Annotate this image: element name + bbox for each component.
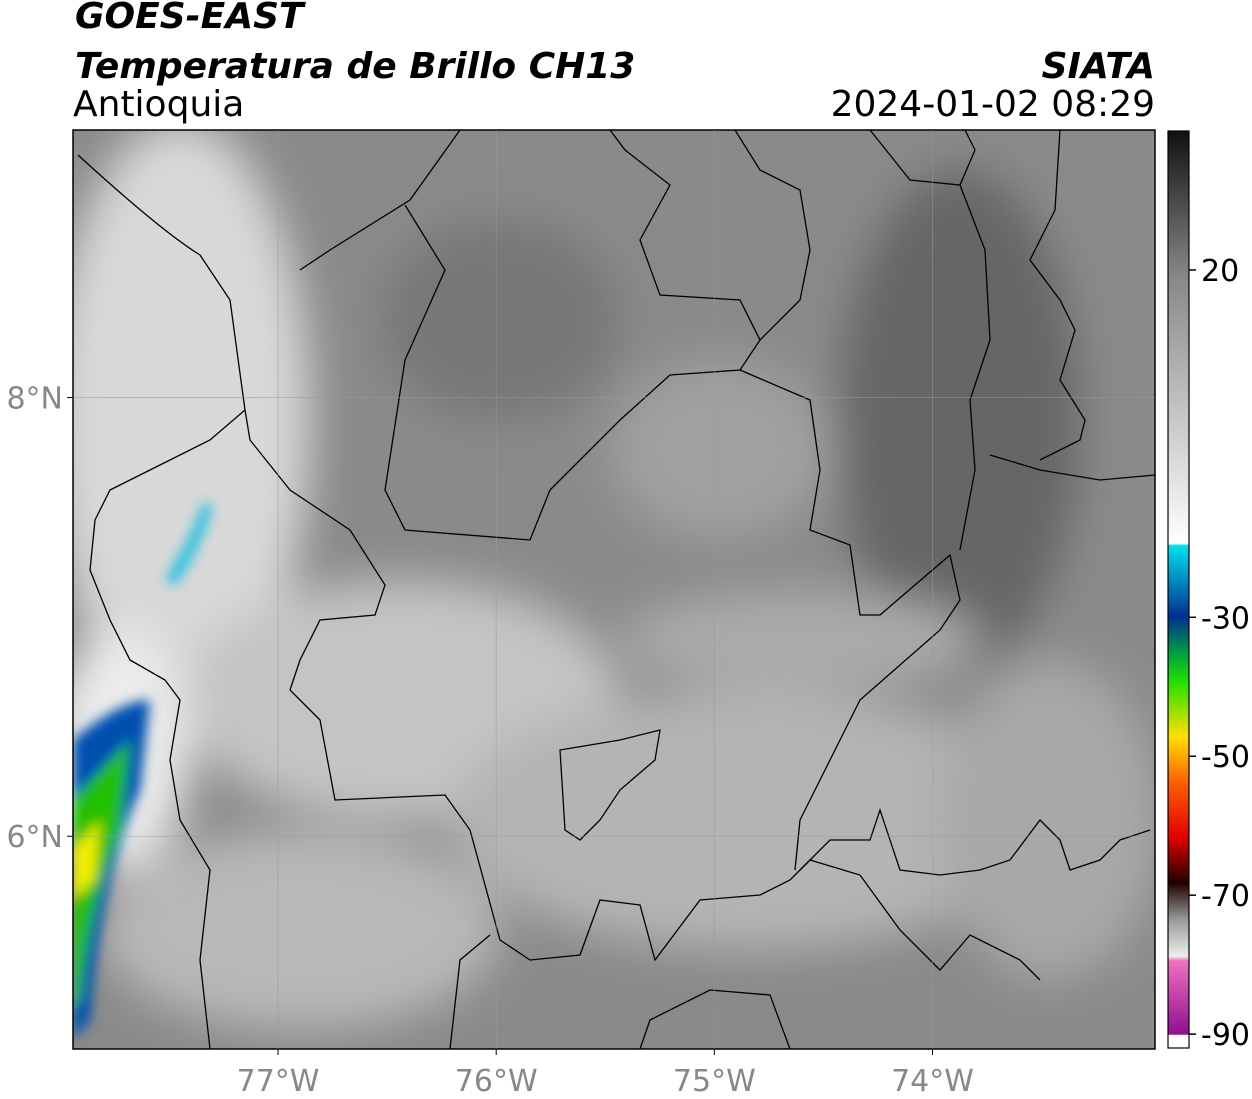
- colorbar: [1167, 130, 1190, 1049]
- map-frame: [72, 129, 1156, 1050]
- map-image: [73, 130, 1155, 1049]
- x-tick-label: 74°W: [891, 1064, 974, 1099]
- datetime: 2024-01-02 08:29: [831, 84, 1155, 125]
- y-tick-label: 6°N: [6, 820, 63, 855]
- colorbar-tick-label: -90: [1201, 1018, 1250, 1053]
- title: GOES-EAST: [75, 0, 306, 37]
- colorbar-tick-label: -50: [1201, 740, 1250, 775]
- region: Antioquia: [73, 84, 244, 125]
- x-tick-label: 76°W: [455, 1064, 538, 1099]
- source: SIATA: [1042, 46, 1155, 87]
- colorbar-tick-label: -30: [1201, 601, 1250, 636]
- y-tick-label: 8°N: [6, 382, 63, 417]
- colorbar-tick-label: -70: [1201, 879, 1250, 914]
- borders: [77, 130, 1155, 1049]
- colorbar-tick-label: 20: [1201, 254, 1239, 289]
- x-tick-label: 75°W: [673, 1064, 756, 1099]
- subtitle: Temperatura de Brillo CH13: [75, 46, 635, 87]
- x-tick-label: 77°W: [237, 1064, 320, 1099]
